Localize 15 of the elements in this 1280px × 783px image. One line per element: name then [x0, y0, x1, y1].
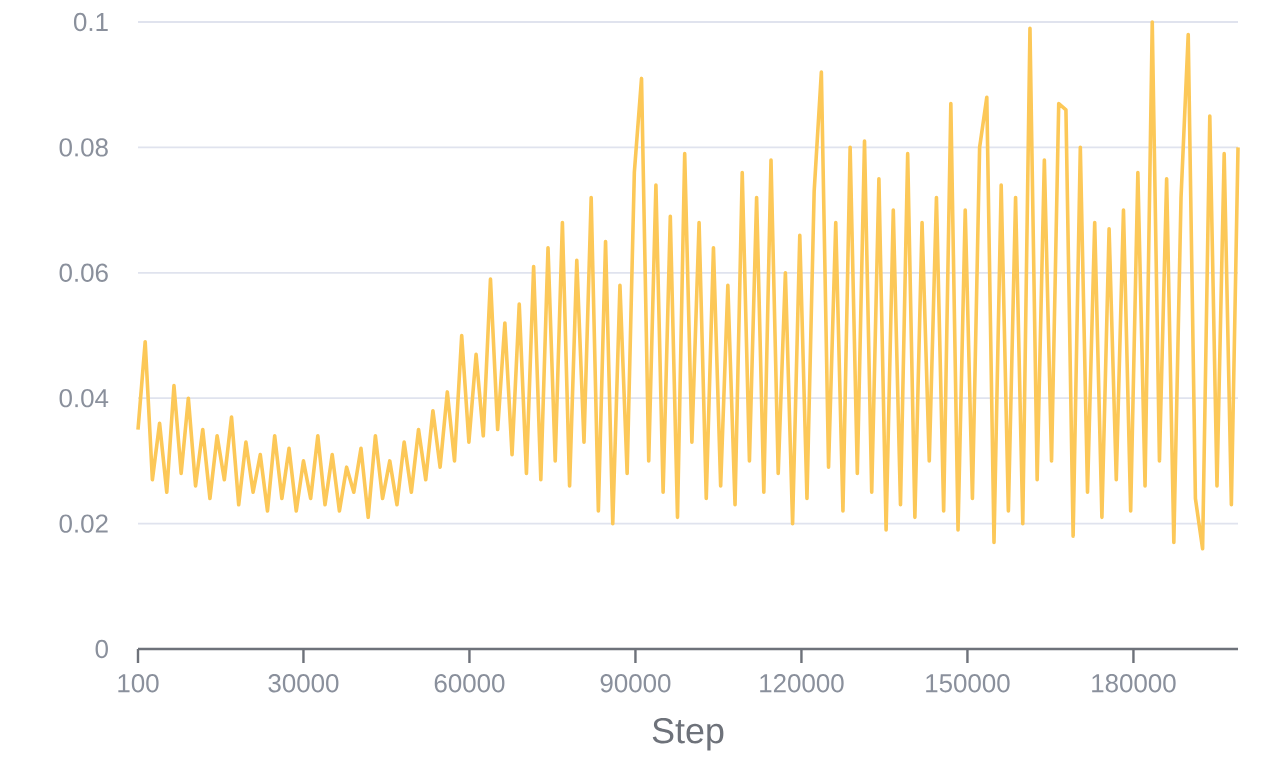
y-tick-label: 0.02	[59, 514, 108, 533]
y-tick-label: 0.1	[73, 12, 108, 32]
x-tick-label: 100	[118, 674, 159, 693]
x-tick-label: 150000	[926, 674, 1010, 693]
y-tick-label: 0.04	[59, 389, 109, 408]
y-tick-label: 0	[95, 639, 108, 659]
line-series	[136, 20, 1240, 551]
y-tick-label: 0.08	[59, 138, 108, 157]
y-tick-label: 0.06	[59, 263, 108, 282]
x-tick-label: 90000	[600, 674, 671, 693]
x-axis-title: Step	[652, 718, 724, 751]
x-tick-label: 120000	[760, 674, 844, 693]
x-tick-label: 30000	[268, 674, 339, 693]
x-tick-label: 180000	[1092, 674, 1176, 693]
x-tick-label: 60000	[434, 674, 505, 693]
